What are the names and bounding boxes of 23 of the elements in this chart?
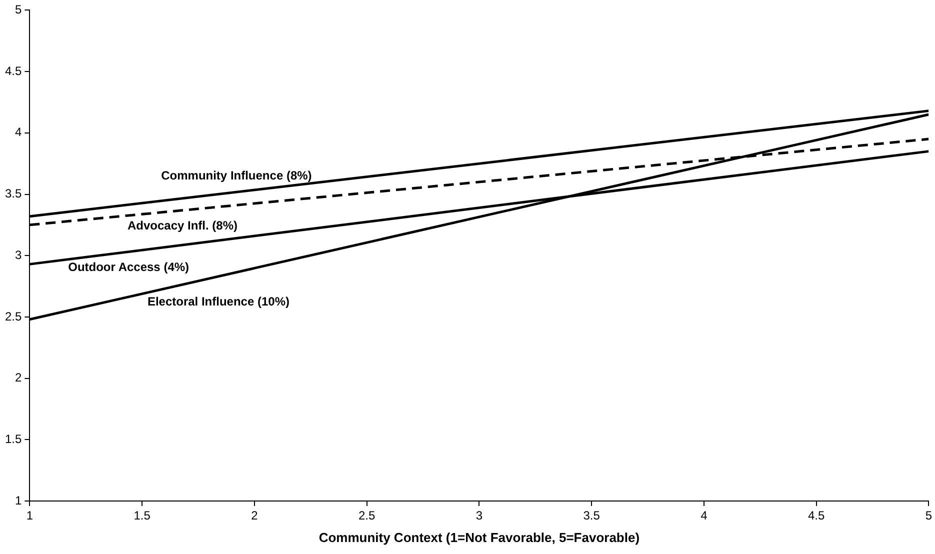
x-tick-label: 5 [925,508,932,523]
y-tick-label: 2 [14,370,22,385]
y-tick-label: 1.5 [4,432,22,446]
x-tick-label: 3.5 [583,508,600,523]
y-tick-label: 2.5 [4,309,22,324]
y-tick-label: 4.5 [4,64,22,78]
x-tick-label: 2 [251,508,258,523]
x-tick-label: 2.5 [358,508,376,523]
y-tick-label: 1 [14,493,22,508]
x-tick-label: 1 [26,508,34,523]
series-label: Electoral Influence (10%) [147,294,290,309]
series-label: Advocacy Infl. (8%) [127,218,238,233]
x-tick-label: 3 [476,508,483,523]
x-axis-title: Community Context (1=Not Favorable, 5=Favorable) [318,530,640,545]
series-label: Community Influence (8%) [161,168,312,182]
x-tick-label: 4.5 [808,508,825,523]
x-tick-label: 4 [700,508,708,523]
y-tick-label: 3 [14,248,22,262]
series-label: Outdoor Access (4%) [68,260,190,274]
y-tick-label: 5 [14,2,22,17]
x-tick-label: 1.5 [134,508,151,523]
y-tick-label: 4 [14,125,22,140]
y-tick-label: 3.5 [4,186,22,201]
